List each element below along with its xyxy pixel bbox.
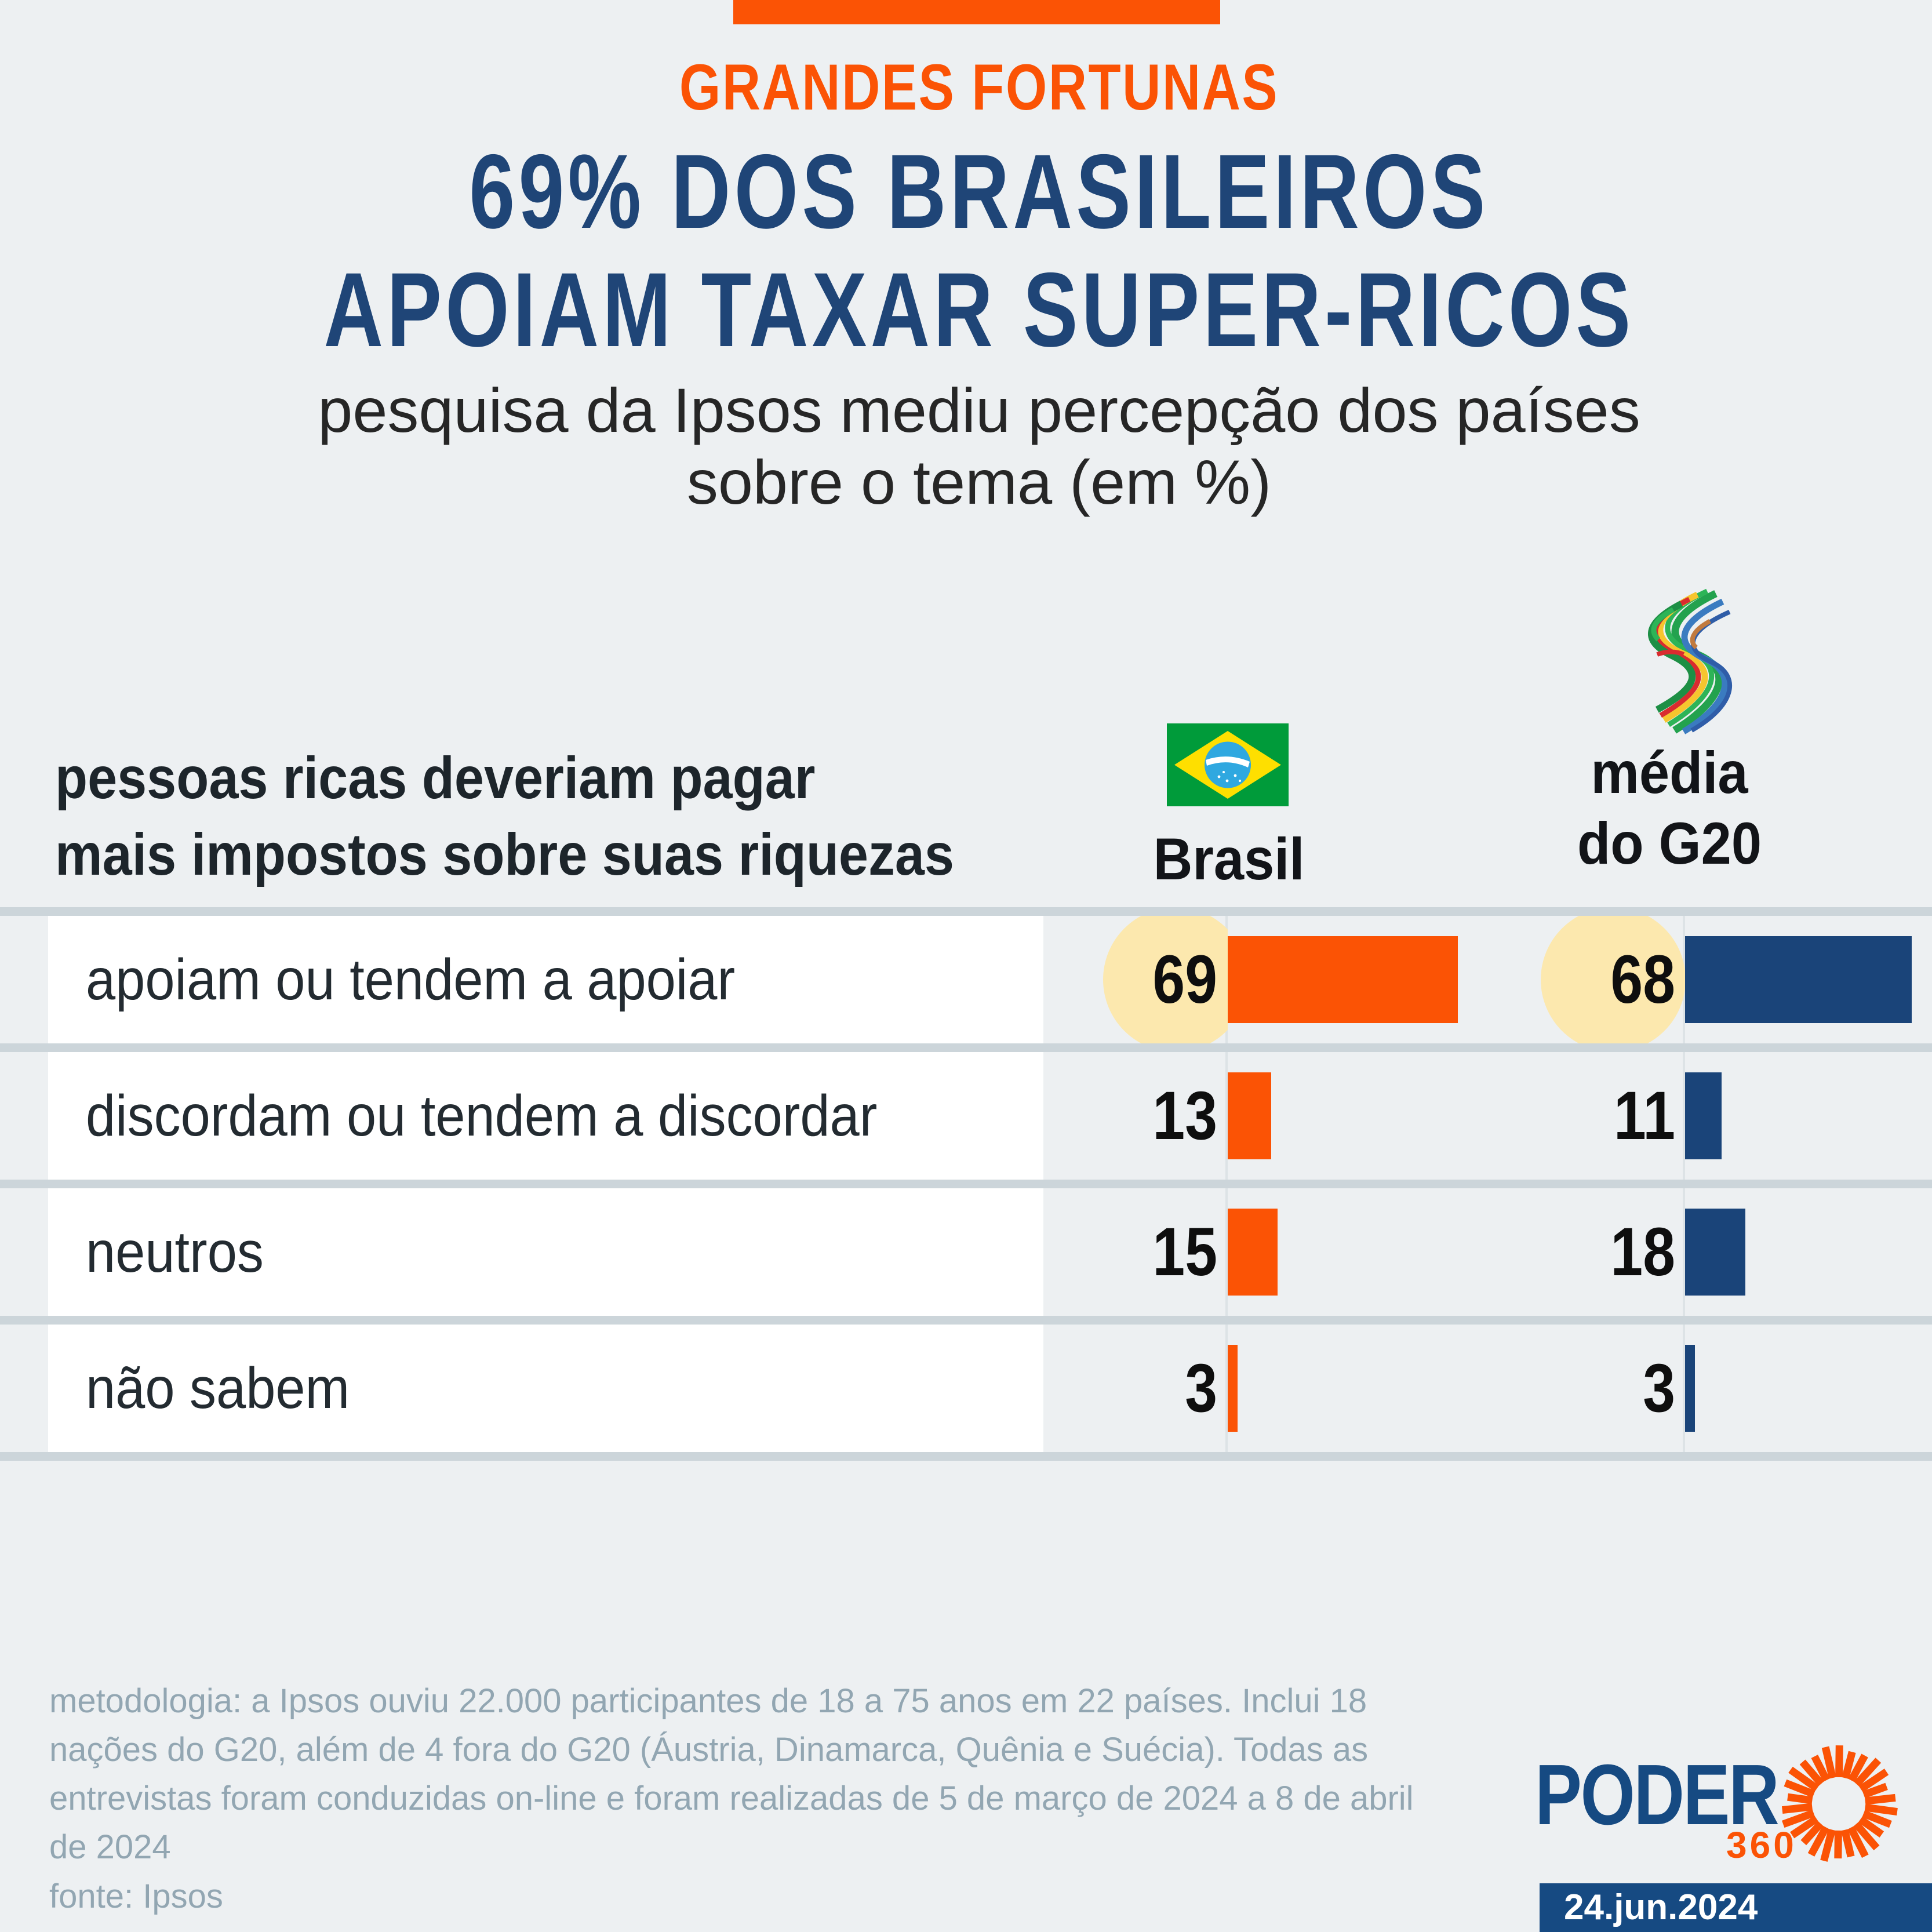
value-g20: 68 bbox=[1610, 941, 1675, 1018]
poder360-wordmark: PODER bbox=[1535, 1747, 1780, 1843]
row-label: apoiam ou tendem a apoiar bbox=[86, 947, 736, 1012]
value-g20: 11 bbox=[1613, 1078, 1675, 1154]
subtitle: pesquisa da Ipsos mediu percepção dos pa… bbox=[0, 374, 1932, 518]
title-line-1: 69% DOS BRASILEIROS bbox=[469, 132, 1489, 250]
bar-brasil bbox=[1228, 936, 1458, 1023]
value-brasil: 69 bbox=[1152, 941, 1217, 1018]
column-header-brasil: Brasil bbox=[1153, 826, 1305, 892]
row-divider bbox=[0, 1316, 1932, 1325]
row-label: discordam ou tendem a discordar bbox=[86, 1083, 878, 1148]
title-line-2: APOIAM TAXAR SUPER-RICOS bbox=[323, 250, 1635, 369]
table-row-label-cell: não sabem bbox=[48, 1325, 1043, 1452]
methodology-text: metodologia: a Ipsos ouviu 22.000 partic… bbox=[49, 1682, 1414, 1866]
question-line-2: mais impostos sobre suas riquezas bbox=[55, 821, 954, 887]
bar-brasil bbox=[1228, 1209, 1278, 1296]
kicker: GRANDES FORTUNAS bbox=[679, 51, 1279, 123]
table-row-label-cell: apoiam ou tendem a apoiar bbox=[48, 916, 1043, 1043]
row-label: não sabem bbox=[86, 1355, 350, 1421]
highlight-circle-g20 bbox=[1541, 907, 1685, 1052]
bar-g20 bbox=[1685, 936, 1912, 1023]
question-line-1: pessoas ricas deveriam pagar bbox=[55, 745, 816, 811]
bar-brasil bbox=[1228, 1072, 1271, 1159]
source-text: fonte: Ipsos bbox=[49, 1878, 223, 1915]
poder360-number: 360 bbox=[1726, 1824, 1797, 1866]
row-label: neutros bbox=[86, 1219, 264, 1285]
top-accent-bar bbox=[733, 0, 1220, 24]
subtitle-line-2: sobre o tema (em %) bbox=[686, 447, 1272, 517]
page-title: 69% DOS BRASILEIROS APOIAM TAXAR SUPER-R… bbox=[216, 132, 1743, 369]
row-divider bbox=[0, 1043, 1932, 1052]
bar-brasil bbox=[1228, 1345, 1238, 1432]
row-divider bbox=[0, 1452, 1932, 1461]
bar-g20 bbox=[1685, 1345, 1695, 1432]
value-brasil: 3 bbox=[1185, 1350, 1217, 1427]
value-brasil: 15 bbox=[1152, 1214, 1217, 1290]
g20-logo-icon bbox=[1648, 588, 1732, 734]
question-text: pessoas ricas deveriam pagar mais impost… bbox=[55, 740, 954, 893]
column-header-g20-line-2: do G20 bbox=[1577, 810, 1762, 876]
date-badge: 24.jun.2024 bbox=[1540, 1883, 1932, 1932]
bar-g20 bbox=[1685, 1209, 1745, 1296]
bar-g20 bbox=[1685, 1072, 1722, 1159]
value-brasil: 13 bbox=[1152, 1078, 1217, 1154]
poder360-sunburst-icon bbox=[1781, 1745, 1898, 1862]
row-divider bbox=[0, 1180, 1932, 1188]
row-divider bbox=[0, 907, 1932, 916]
value-g20: 3 bbox=[1643, 1350, 1675, 1427]
column-header-g20-line-1: média bbox=[1591, 740, 1748, 806]
brazil-flag-icon bbox=[1167, 723, 1289, 806]
table-row-label-cell: neutros bbox=[48, 1188, 1043, 1316]
subtitle-line-1: pesquisa da Ipsos mediu percepção dos pa… bbox=[318, 375, 1640, 445]
value-g20: 18 bbox=[1610, 1214, 1675, 1290]
column-header-g20: média do G20 bbox=[1541, 737, 1798, 879]
highlight-circle-brasil bbox=[1103, 907, 1228, 1052]
table-row-label-cell: discordam ou tendem a discordar bbox=[48, 1052, 1043, 1180]
